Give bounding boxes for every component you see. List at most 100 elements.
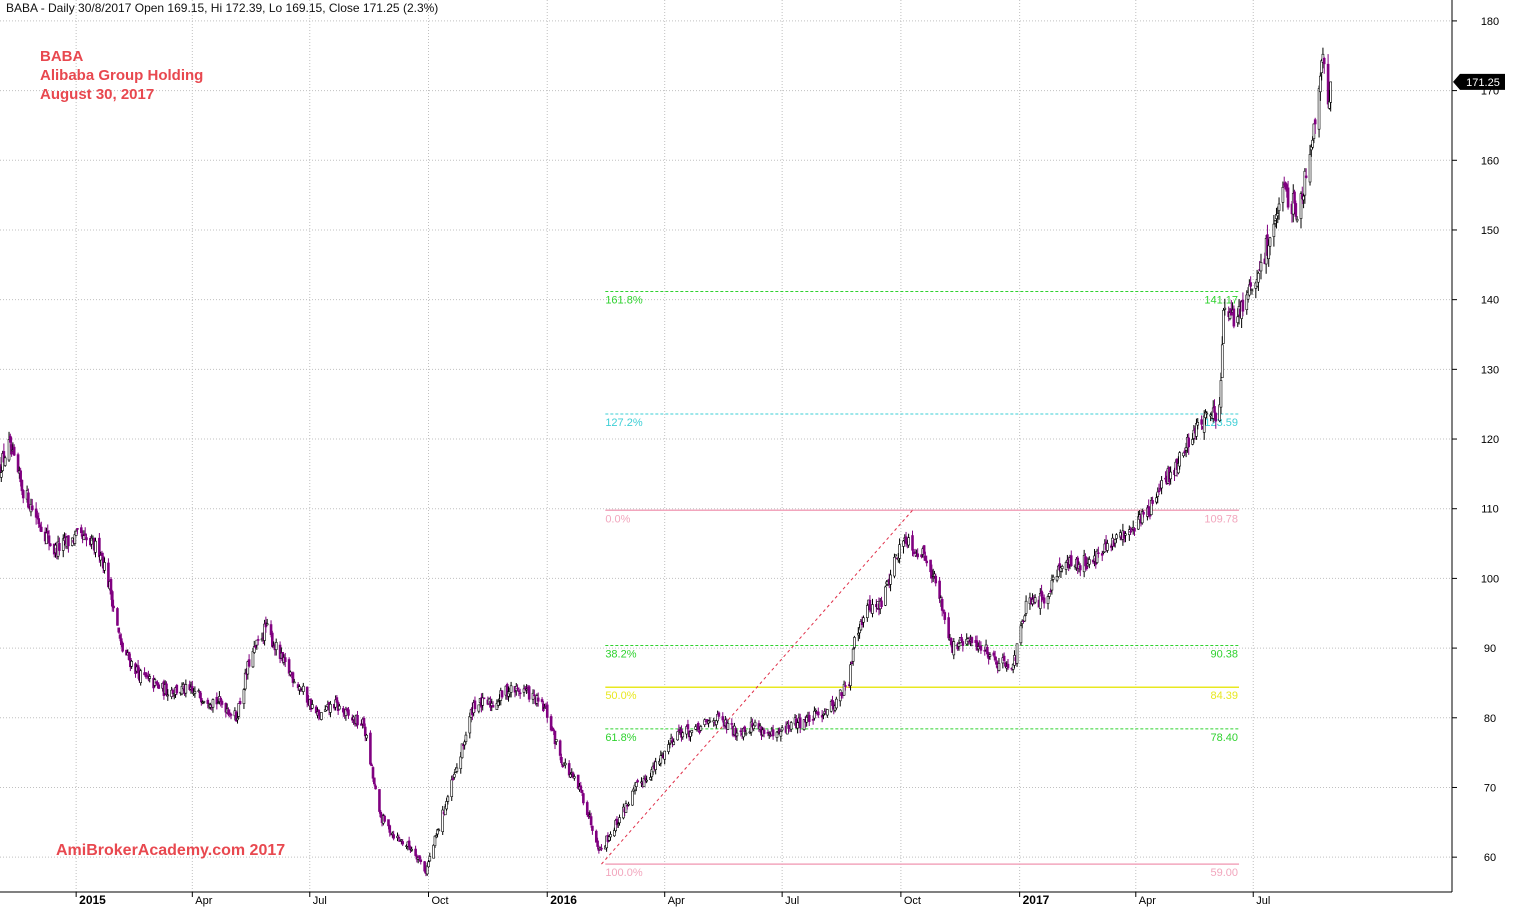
candle bbox=[378, 789, 381, 814]
candle bbox=[247, 654, 251, 668]
candle bbox=[1249, 276, 1252, 290]
candle bbox=[1250, 288, 1254, 295]
candle bbox=[1128, 525, 1131, 541]
candle bbox=[1178, 451, 1181, 470]
candle bbox=[112, 599, 115, 612]
y-tick-label: 100 bbox=[1481, 573, 1499, 585]
candle bbox=[667, 740, 670, 755]
candle bbox=[392, 830, 395, 841]
y-tick-label: 130 bbox=[1481, 364, 1499, 376]
candle bbox=[12, 444, 16, 457]
fib-level-value: 141.17 bbox=[1204, 295, 1238, 307]
candle bbox=[1259, 253, 1263, 280]
candle bbox=[464, 731, 468, 745]
last-price-tag: 171.25 bbox=[1453, 73, 1505, 90]
candle bbox=[432, 844, 435, 859]
candle bbox=[369, 730, 372, 766]
candle bbox=[505, 682, 509, 700]
fib-level-value: 84.39 bbox=[1211, 690, 1239, 702]
fib-level-pct: 61.8% bbox=[605, 732, 636, 744]
candle bbox=[920, 554, 923, 559]
candle bbox=[103, 557, 106, 574]
candle bbox=[624, 800, 628, 813]
candle bbox=[813, 706, 816, 721]
candle bbox=[437, 828, 441, 832]
fib-level-pct: 38.2% bbox=[605, 648, 636, 660]
candle bbox=[1160, 476, 1163, 495]
candle bbox=[594, 829, 598, 843]
candle bbox=[362, 716, 366, 729]
y-tick-label: 160 bbox=[1481, 155, 1499, 167]
candle bbox=[1313, 117, 1317, 134]
candle bbox=[410, 846, 414, 852]
x-tick-label: Jul bbox=[1256, 895, 1270, 907]
candle bbox=[320, 712, 323, 721]
candle bbox=[450, 775, 454, 801]
candle bbox=[527, 685, 531, 703]
candle bbox=[631, 790, 634, 806]
candle bbox=[789, 720, 793, 733]
candle bbox=[853, 635, 856, 650]
candle bbox=[735, 729, 739, 741]
candle bbox=[726, 719, 730, 730]
candle bbox=[473, 696, 477, 713]
candle bbox=[889, 569, 892, 592]
candle bbox=[166, 689, 170, 701]
candle bbox=[211, 698, 215, 713]
candle bbox=[274, 638, 278, 656]
candle bbox=[1097, 546, 1100, 558]
candle bbox=[916, 548, 919, 560]
y-tick-label: 90 bbox=[1484, 643, 1496, 655]
fib-trend-line bbox=[601, 509, 913, 865]
candle bbox=[441, 805, 444, 836]
candle bbox=[1219, 372, 1223, 414]
candle bbox=[744, 729, 748, 737]
candle bbox=[988, 652, 992, 660]
candle bbox=[542, 700, 545, 713]
candle bbox=[1151, 496, 1154, 506]
candle bbox=[1124, 531, 1127, 543]
candle bbox=[1064, 560, 1068, 575]
x-tick-label: Apr bbox=[1139, 895, 1156, 907]
candle bbox=[1326, 54, 1330, 109]
candle bbox=[40, 521, 43, 532]
candle bbox=[540, 697, 544, 704]
candle bbox=[188, 680, 192, 692]
candle bbox=[1078, 563, 1082, 577]
candle bbox=[708, 717, 712, 723]
candle bbox=[807, 711, 811, 727]
fib-level-value: 78.40 bbox=[1211, 732, 1239, 744]
candle bbox=[753, 719, 757, 727]
candle bbox=[1195, 418, 1198, 440]
candle bbox=[1033, 594, 1037, 605]
x-tick-label: Apr bbox=[195, 895, 212, 907]
candle bbox=[952, 638, 956, 660]
candle bbox=[1232, 305, 1236, 329]
candle bbox=[58, 537, 61, 556]
candle bbox=[335, 695, 339, 704]
y-tick-label: 80 bbox=[1484, 713, 1496, 725]
candle bbox=[372, 777, 376, 787]
candle bbox=[347, 707, 350, 719]
candle bbox=[1205, 410, 1209, 419]
candle bbox=[1019, 621, 1023, 646]
candle bbox=[533, 689, 536, 698]
candle bbox=[302, 682, 305, 695]
candle bbox=[427, 860, 430, 868]
candle bbox=[481, 692, 485, 711]
candle bbox=[1223, 298, 1227, 316]
candle bbox=[696, 721, 700, 733]
candle bbox=[970, 636, 974, 647]
candle bbox=[396, 832, 399, 842]
candle bbox=[645, 775, 648, 784]
candle bbox=[283, 652, 287, 668]
candle bbox=[993, 650, 997, 662]
candle bbox=[1248, 279, 1251, 297]
candle bbox=[1308, 144, 1312, 186]
candle bbox=[1182, 452, 1185, 458]
candle bbox=[491, 701, 495, 708]
y-tick-label: 180 bbox=[1481, 16, 1499, 28]
candle bbox=[780, 725, 784, 732]
candle bbox=[291, 671, 295, 688]
candle bbox=[110, 589, 114, 612]
